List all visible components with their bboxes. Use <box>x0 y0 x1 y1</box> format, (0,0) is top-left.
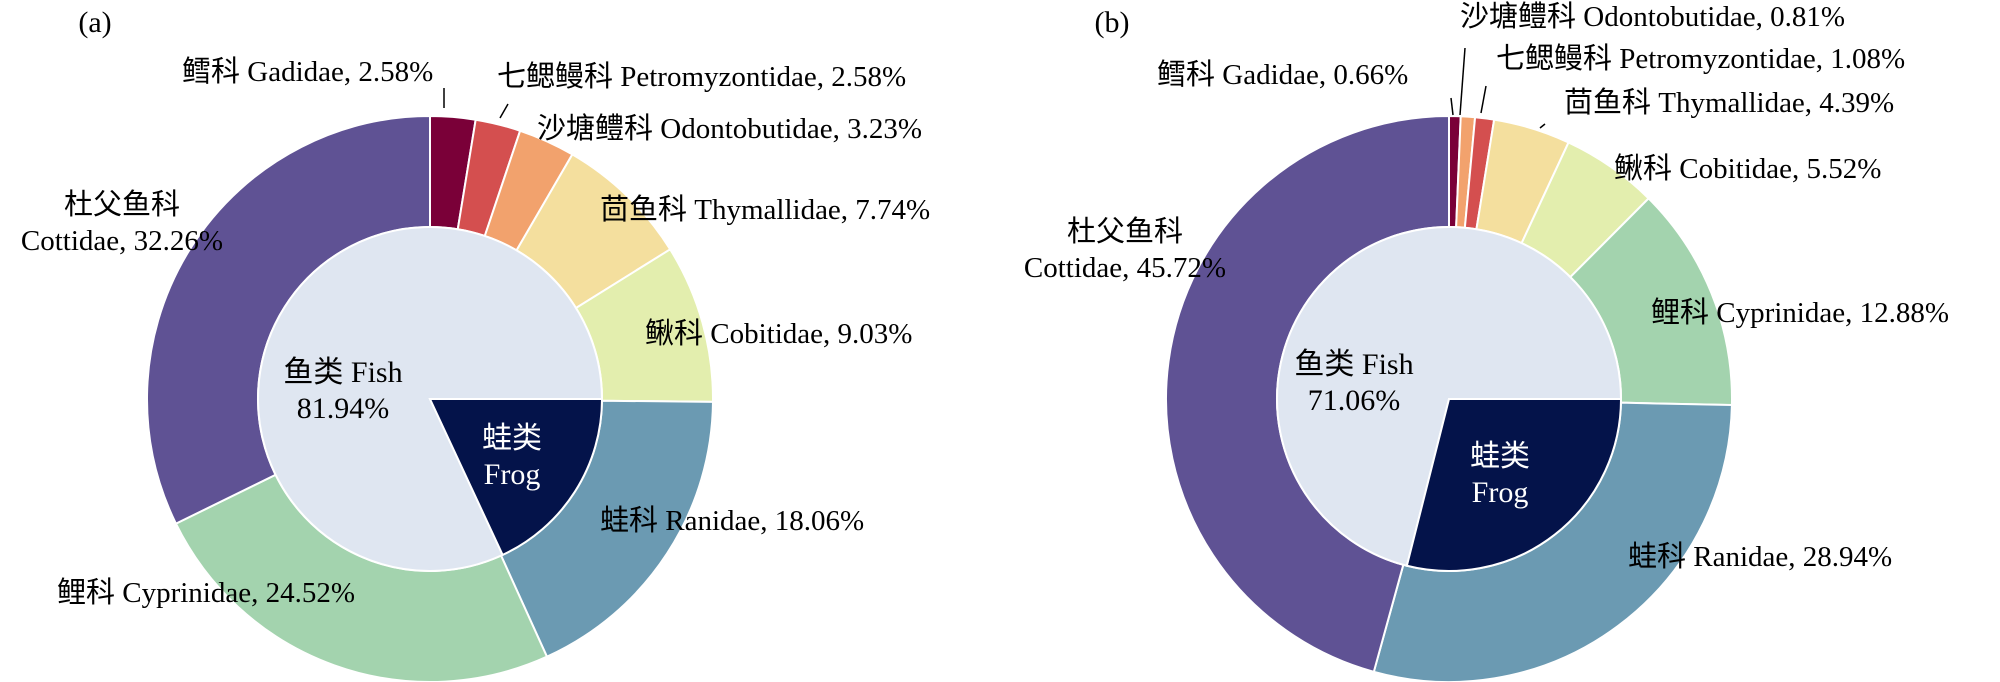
inner-label-frog: 蛙类 Frog <box>1470 440 1530 509</box>
slice-label-cobitidae: 鳅科 Cobitidae, 9.03% <box>645 317 912 350</box>
slice-label-odontobutidae: 沙塘鳢科 Odontobutidae, 3.23% <box>537 112 922 145</box>
inner-label-frog: 蛙类 Frog <box>482 422 542 491</box>
leader-line-petromyzontidae <box>499 103 509 119</box>
inner-label-fish: 鱼类 Fish 71.06% <box>1294 348 1413 417</box>
inner-slice-fish <box>1276 226 1623 567</box>
inner-slice-frog <box>1405 398 1623 572</box>
slice-label-gadidae: 鳕科 Gadidae, 0.66% <box>1157 58 1408 91</box>
leader-line-gadidae <box>1450 97 1454 116</box>
panel-label-b: (b) <box>1095 6 1130 39</box>
slice-label-cottidae: 杜父鱼科 Cottidae, 45.72% <box>1024 215 1226 284</box>
panel-label-a: (a) <box>78 6 111 39</box>
chart-b-panel: (b) 鱼类 Fish 71.06% 蛙类 Frog 鳕科 Gadidae, 0.66% 沙… <box>1024 0 1949 682</box>
chart-a-panel: (a) 鱼类 Fish 81.94% 蛙类 Frog 鳕科 Gadidae, 2.58% 七… <box>21 6 930 682</box>
slice-label-cobitidae: 鳅科 Cobitidae, 5.52% <box>1614 152 1881 185</box>
slice-label-cottidae: 杜父鱼科 Cottidae, 32.26% <box>21 188 223 257</box>
slice-label-cyprinidae: 鲤科 Cyprinidae, 12.88% <box>1651 296 1949 329</box>
slice-label-petromyzontidae: 七鳃鳗科 Petromyzontidae, 2.58% <box>497 60 906 93</box>
slice-label-cyprinidae: 鲤科 Cyprinidae, 24.52% <box>57 576 355 609</box>
leader-line-odontobutidae <box>1459 47 1466 116</box>
slice-label-thymallidae: 茴鱼科 Thymallidae, 7.74% <box>600 193 930 226</box>
leader-line-thymallidae <box>1539 123 1546 129</box>
leader-line-petromyzontidae <box>1480 85 1487 114</box>
slice-label-gadidae: 鳕科 Gadidae, 2.58% <box>182 55 433 88</box>
slice-label-ranidae: 蛙科 Ranidae, 18.06% <box>600 504 864 537</box>
slice-label-thymallidae: 茴鱼科 Thymallidae, 4.39% <box>1564 86 1894 119</box>
slice-label-petromyzontidae: 七鳃鳗科 Petromyzontidae, 1.08% <box>1496 42 1905 75</box>
inner-slice-frog <box>428 398 604 557</box>
slice-label-odontobutidae: 沙塘鳢科 Odontobutidae, 0.81% <box>1460 0 1845 33</box>
slice-label-ranidae: 蛙科 Ranidae, 28.94% <box>1628 540 1892 573</box>
inner-label-fish: 鱼类 Fish 81.94% <box>283 356 402 425</box>
